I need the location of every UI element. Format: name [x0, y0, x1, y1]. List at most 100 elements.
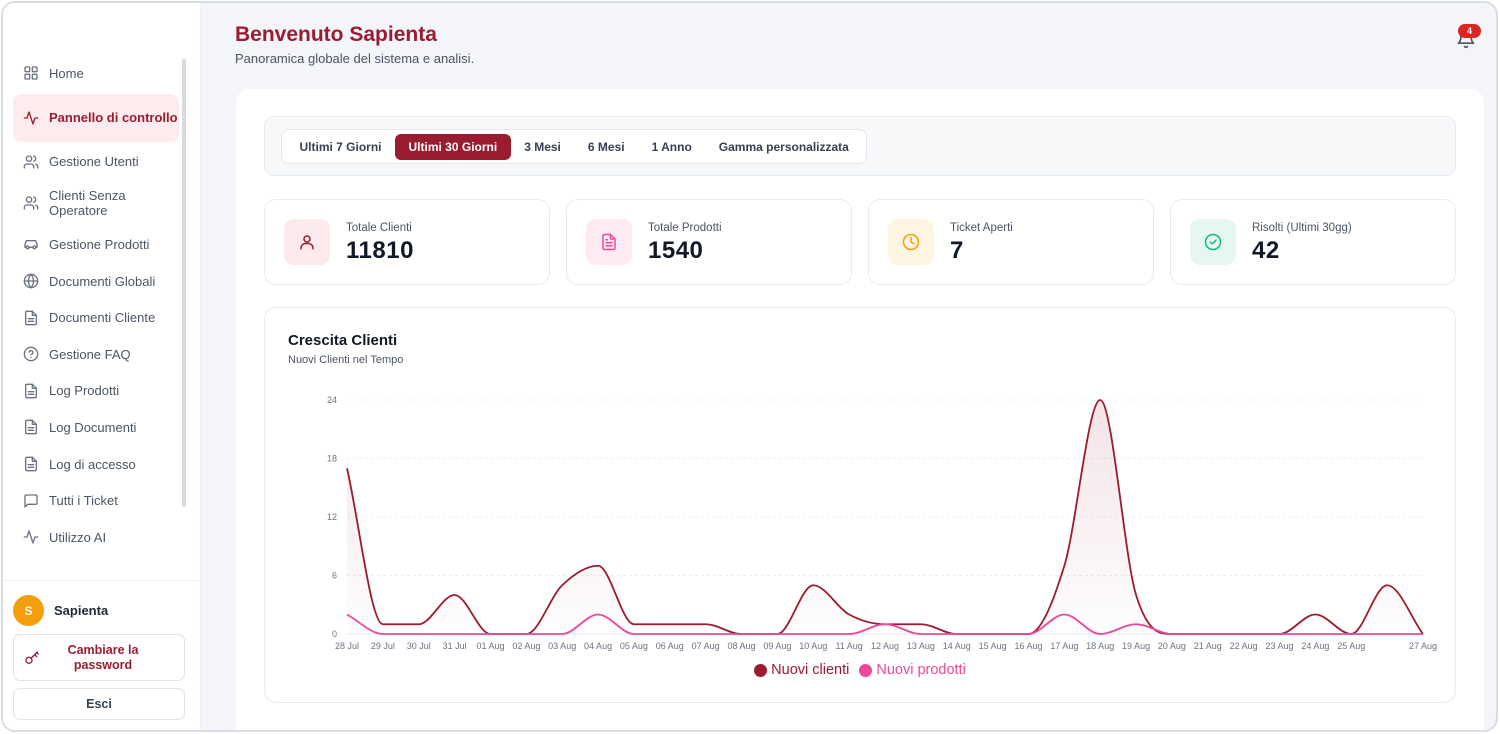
- range-3-mesi-button[interactable]: 3 Mesi: [524, 139, 561, 154]
- x-tick-label: 11 Aug: [835, 641, 862, 651]
- sidebar-scrollbar[interactable]: [182, 59, 186, 507]
- activity-icon: [23, 530, 39, 544]
- stat-label: Totale Clienti: [346, 222, 412, 234]
- change-password-label: Cambiare la password: [67, 642, 139, 672]
- x-tick-label: 06 Aug: [656, 641, 684, 651]
- sidebar-item-gestione-faq[interactable]: Gestione FAQ: [13, 336, 179, 373]
- x-tick-label: 22 Aug: [1230, 641, 1258, 651]
- key-icon: [25, 651, 39, 664]
- x-tick-label: 19 Aug: [1122, 641, 1150, 651]
- stat-card-totale-clienti: Totale Clienti 11810: [264, 199, 550, 285]
- range-toolbar: Ultimi 7 Giorni Ultimi 30 Giorni 3 Mesi 6 M…: [264, 116, 1456, 176]
- x-tick-label: 05 Aug: [620, 641, 648, 651]
- x-tick-label: 23 Aug: [1266, 641, 1294, 651]
- x-tick-label: 04 Aug: [584, 641, 612, 651]
- avatar: S: [13, 595, 44, 626]
- sidebar-item-gestione-utenti[interactable]: Gestione Utenti: [13, 144, 179, 181]
- dashboard-card: Ultimi 7 Giorni Ultimi 30 Giorni 3 Mesi 6 M…: [236, 89, 1484, 730]
- globe-icon: [23, 273, 39, 289]
- sidebar-item-clienti-senza-operatore[interactable]: Clienti Senza Operatore: [13, 180, 179, 226]
- stat-value: 1540: [648, 237, 704, 264]
- range-ultimi-7-giorni-button[interactable]: Ultimi 7 Giorni: [299, 139, 382, 154]
- chart-title: Crescita Clienti: [288, 332, 398, 349]
- sidebar-item-log-prodotti[interactable]: Log Prodotti: [13, 373, 179, 410]
- sidebar-item-pannello-di-controllo[interactable]: Pannello di controllo: [13, 93, 179, 142]
- sidebar-item-documenti-globali[interactable]: Documenti Globali: [13, 263, 179, 300]
- logout-button[interactable]: Esci: [13, 688, 185, 720]
- x-tick-label: 20 Aug: [1158, 641, 1186, 651]
- x-tick-label: 16 Aug: [1014, 641, 1042, 651]
- x-tick-label: 28 Jul: [335, 641, 359, 651]
- y-tick-label: 0: [332, 629, 337, 639]
- y-tick-label: 18: [327, 454, 337, 464]
- x-tick-label: 03 Aug: [548, 641, 576, 651]
- sidebar-item-label: Gestione Utenti: [49, 154, 139, 170]
- x-tick-label: 12 Aug: [871, 641, 899, 651]
- x-tick-label: 02 Aug: [512, 641, 540, 651]
- change-password-button[interactable]: Cambiare la password: [13, 634, 185, 681]
- sidebar-item-label: Gestione FAQ: [49, 346, 131, 362]
- y-tick-label: 12: [327, 512, 337, 522]
- x-tick-label: 08 Aug: [728, 641, 756, 651]
- notification-badge: 4: [1458, 24, 1481, 38]
- sidebar-item-home[interactable]: Home: [13, 55, 179, 92]
- legend-dot-icon: [754, 663, 768, 677]
- legend-label: Nuovi clienti: [771, 662, 850, 678]
- sidebar-item-gestione-prodotti[interactable]: Gestione Prodotti: [13, 226, 179, 263]
- x-tick-label: 27 Aug: [1409, 641, 1437, 651]
- y-tick-label: 24: [327, 395, 337, 405]
- x-tick-label: 13 Aug: [907, 641, 935, 651]
- x-tick-label: 01 Aug: [476, 641, 504, 651]
- x-tick-label: 31 Jul: [443, 641, 467, 651]
- stat-label: Ticket Aperti: [950, 222, 1013, 234]
- stat-value: 11810: [346, 237, 414, 264]
- sidebar-item-tutti-i-ticket[interactable]: Tutti i Ticket: [13, 482, 179, 519]
- range-ultimi-30-giorni-button[interactable]: Ultimi 30 Giorni: [395, 133, 511, 160]
- sidebar-item-label: Clienti Senza Operatore: [49, 188, 126, 219]
- file-icon: [25, 310, 37, 326]
- legend-item-nuovi-prodotti[interactable]: Nuovi prodotti: [859, 662, 966, 678]
- y-tick-label: 6: [332, 571, 337, 581]
- stat-icon-box: [586, 219, 632, 265]
- sidebar-item-label: Tutti i Ticket: [49, 493, 118, 509]
- range-gamma-personalizzata-button[interactable]: Gamma personalizzata: [718, 139, 849, 154]
- user-name: Sapienta: [54, 603, 109, 618]
- chart-card: Crescita Clienti Nuovi Clienti nel Tempo…: [264, 307, 1456, 703]
- stat-icon-box: [1190, 219, 1236, 265]
- message-icon: [24, 493, 38, 508]
- sidebar-item-label: Documenti Cliente: [49, 310, 156, 326]
- stat-card-ticket-aperti: Ticket Aperti 7: [868, 199, 1154, 285]
- page-title: Benvenuto Sapienta: [235, 23, 437, 46]
- chart-legend: Nuovi clienti Nuovi prodotti: [265, 662, 1455, 678]
- stat-value: 42: [1252, 237, 1280, 264]
- x-tick-label: 17 Aug: [1050, 641, 1078, 651]
- x-tick-label: 25 Aug: [1337, 641, 1365, 651]
- sidebar-item-label: Log Documenti: [49, 419, 137, 435]
- sidebar-nav: Home Pannello di controllo Gestione Utenti…: [13, 55, 179, 556]
- x-tick-label: 15 Aug: [979, 641, 1007, 651]
- sidebar-item-documenti-cliente[interactable]: Documenti Cliente: [13, 299, 179, 336]
- sidebar-item-log-di-accesso[interactable]: Log di accesso: [13, 446, 179, 483]
- check-circle-icon: [1204, 233, 1222, 251]
- x-tick-label: 09 Aug: [763, 641, 791, 651]
- stat-card-totale-prodotti: Totale Prodotti 1540: [566, 199, 852, 285]
- range-6-mesi-button[interactable]: 6 Mesi: [587, 139, 625, 154]
- users-icon: [23, 196, 39, 210]
- sidebar-item-log-documenti[interactable]: Log Documenti: [13, 409, 179, 446]
- activity-icon: [23, 110, 39, 125]
- help-circle-icon: [23, 346, 39, 362]
- users-icon: [23, 155, 39, 169]
- x-tick-label: 14 Aug: [943, 641, 971, 651]
- x-tick-label: 07 Aug: [692, 641, 720, 651]
- legend-item-nuovi-clienti[interactable]: Nuovi clienti: [754, 662, 849, 678]
- sidebar-item-label: Gestione Prodotti: [49, 236, 150, 252]
- range-selector: Ultimi 7 Giorni Ultimi 30 Giorni 3 Mesi 6 M…: [281, 129, 868, 164]
- sidebar-item-utilizzo-ai[interactable]: Utilizzo AI: [13, 519, 179, 556]
- line-chart: 0 6 12 18 24 28 Jul 29 Jul 30 Jul 31 Jul 01 Aug 02…: [327, 395, 1437, 651]
- stat-value: 7: [950, 237, 964, 264]
- x-tick-label: 30 Jul: [407, 641, 431, 651]
- range-1-anno-button[interactable]: 1 Anno: [651, 139, 692, 154]
- sidebar-item-label: Pannello di controllo: [49, 110, 178, 126]
- x-tick-label: 24 Aug: [1301, 641, 1329, 651]
